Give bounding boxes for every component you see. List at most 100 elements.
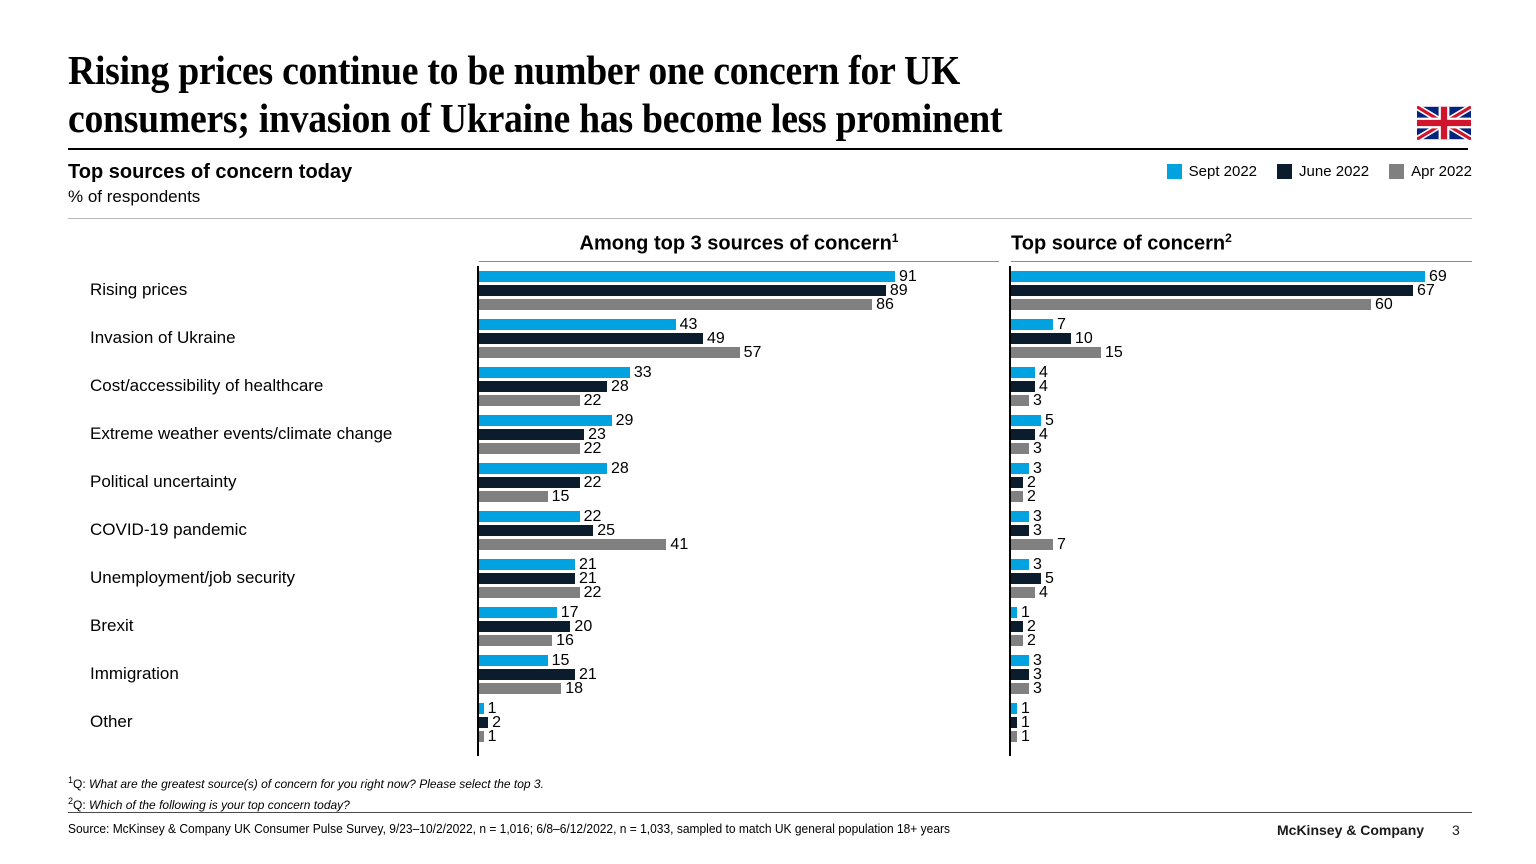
bar-value-label: 4: [1039, 426, 1048, 443]
bar-right-apr-2022: [1011, 587, 1035, 598]
bar-right-sept-2022: [1011, 415, 1041, 426]
bar-value-label: 7: [1057, 536, 1066, 553]
legend-swatch-3: [1389, 164, 1405, 179]
bar-value-label: 22: [583, 474, 602, 491]
legend-label: Apr 2022: [1411, 163, 1472, 180]
bar-value-label: 41: [670, 536, 689, 553]
bar-value-label: 3: [1033, 556, 1042, 573]
axis-line-left: [477, 266, 479, 756]
bar-left-apr-2022: [479, 395, 580, 406]
bar-value-label: 89: [889, 282, 908, 299]
legend-label: June 2022: [1299, 163, 1370, 180]
bar-value-label: 29: [615, 412, 634, 429]
bar-right-sept-2022: [1011, 607, 1017, 618]
bar-value-label: 2: [1027, 488, 1036, 505]
subhead-title: Top sources of concern today: [68, 161, 353, 183]
bar-left-sept-2022: [479, 607, 557, 618]
bar-left-apr-2022: [479, 683, 562, 694]
category-label: Political uncertainty: [90, 472, 237, 491]
bar-right-june-2022: [1011, 573, 1041, 584]
bar-value-label: 16: [556, 632, 574, 649]
bar-left-sept-2022: [479, 319, 676, 330]
bar-value-label: 25: [597, 522, 616, 539]
bar-value-label: 4: [1039, 378, 1048, 395]
chart-row: Invasion of Ukraine 43 49 57 7 10 15: [0, 314, 1536, 362]
category-label: Cost/accessibility of healthcare: [90, 376, 324, 395]
footnote-q-label: Q:: [73, 798, 90, 812]
bar-value-label: 43: [679, 316, 698, 333]
category-label: Invasion of Ukraine: [90, 328, 236, 347]
bar-value-label: 60: [1375, 296, 1393, 313]
bar-value-label: 3: [1033, 508, 1042, 525]
bar-value-label: 22: [583, 584, 602, 601]
bar-value-label: 22: [583, 440, 602, 457]
chart-area: Rising prices 91 89 86 69 67 60 Invasion of Ukr…: [0, 266, 1536, 756]
bar-value-label: 4: [1039, 364, 1048, 381]
bar-right-apr-2022: [1011, 347, 1101, 358]
column-header-right-footnote-mark: 2: [1225, 231, 1232, 245]
bar-value-label: 15: [551, 488, 570, 505]
category-label: Other: [90, 712, 133, 731]
subhead-units: % of respondents: [68, 187, 201, 206]
category-label: Unemployment/job security: [90, 568, 296, 587]
column-header-right: Top source of concern2: [1011, 231, 1536, 256]
chart-row: Brexit 17 20 16 1 2 2: [0, 602, 1536, 650]
legend-item: June 2022: [1277, 164, 1369, 179]
footnote-text: What are the greatest source(s) of conce…: [89, 777, 544, 791]
page-number: 3: [1452, 822, 1460, 838]
footnote-mark: 2: [68, 796, 74, 806]
bar-left-sept-2022: [479, 703, 484, 714]
column-divider-right: [1011, 261, 1472, 262]
chart-row: Other 1 2 1 1 1 1: [0, 698, 1536, 746]
footnote-text: Which of the following is your top conce…: [89, 798, 350, 812]
bar-value-label: 17: [560, 604, 579, 621]
footer-divider: [68, 812, 1472, 813]
bar-left-june-2022: [479, 717, 489, 728]
bar-right-apr-2022: [1011, 683, 1029, 694]
bar-right-apr-2022: [1011, 395, 1029, 406]
bar-right-sept-2022: [1011, 655, 1029, 666]
bar-value-label: 1: [1021, 604, 1030, 621]
bar-left-apr-2022: [479, 635, 553, 646]
footnote-q-label: Q:: [73, 777, 90, 791]
bar-left-june-2022: [479, 525, 594, 536]
bar-right-sept-2022: [1011, 559, 1029, 570]
bar-left-apr-2022: [479, 443, 580, 454]
chart-row: Extreme weather events/climate change 29 2…: [0, 410, 1536, 458]
bar-left-apr-2022: [479, 731, 484, 742]
bar-left-sept-2022: [479, 511, 580, 522]
chart-row: Political uncertainty 28 22 15 3 2 2: [0, 458, 1536, 506]
bar-value-label: 4: [1039, 584, 1048, 601]
chart-row: COVID-19 pandemic 22 25 41 3 3 7: [0, 506, 1536, 554]
bar-right-sept-2022: [1011, 367, 1035, 378]
bar-left-june-2022: [479, 333, 703, 344]
column-divider-left: [479, 261, 999, 262]
bar-left-june-2022: [479, 429, 585, 440]
bar-left-apr-2022: [479, 587, 580, 598]
bar-value-label: 3: [1033, 666, 1042, 683]
subhead-block: Top sources of concern today % of respon…: [68, 160, 352, 208]
category-label: Extreme weather events/climate change: [90, 424, 393, 443]
bar-value-label: 3: [1033, 522, 1042, 539]
category-label: Brexit: [90, 616, 134, 635]
legend-label: Sept 2022: [1188, 163, 1258, 180]
bar-left-june-2022: [479, 477, 580, 488]
bar-right-june-2022: [1011, 525, 1029, 536]
bar-right-june-2022: [1011, 333, 1071, 344]
bar-right-apr-2022: [1011, 539, 1053, 550]
bar-value-label: 2: [1027, 632, 1036, 649]
bar-right-apr-2022: [1011, 635, 1023, 646]
bar-value-label: 1: [487, 700, 497, 717]
bar-value-label: 15: [551, 652, 570, 669]
bar-value-label: 21: [579, 666, 597, 683]
title-divider: [68, 148, 1468, 150]
bar-right-june-2022: [1011, 429, 1035, 440]
bar-value-label: 1: [1021, 714, 1030, 731]
chart-row: Unemployment/job security 21 21 22 3 5 4: [0, 554, 1536, 602]
bar-value-label: 28: [611, 378, 629, 395]
bar-value-label: 21: [579, 570, 597, 587]
bar-value-label: 69: [1429, 268, 1447, 285]
chart-row: Cost/accessibility of healthcare 33 28 22 4 4…: [0, 362, 1536, 410]
bar-value-label: 20: [574, 618, 593, 635]
bar-value-label: 2: [1027, 474, 1036, 491]
